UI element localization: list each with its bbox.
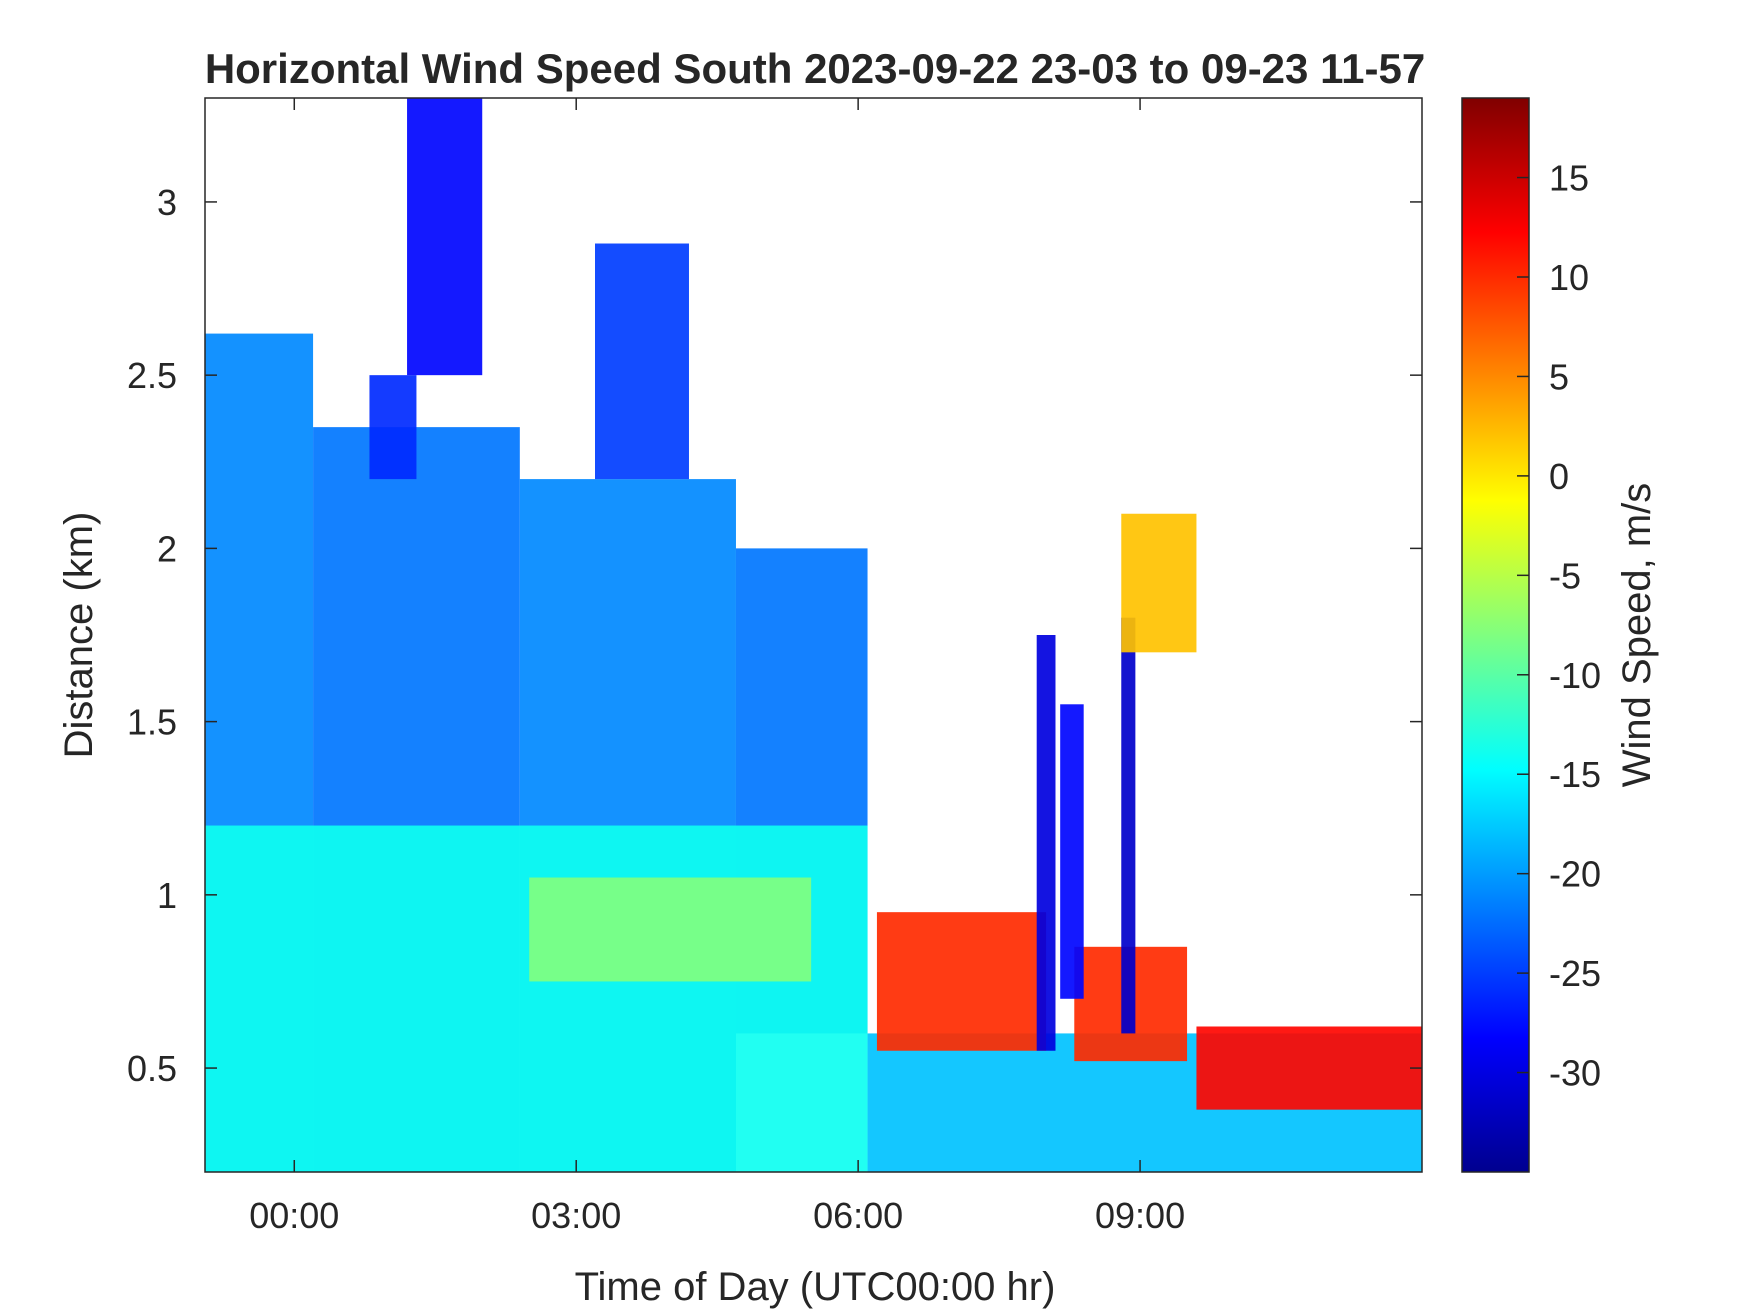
heatmap-region-4 xyxy=(369,375,417,480)
heatmap-cells xyxy=(205,98,1422,1172)
colorbar-tick-label-7: -20 xyxy=(1549,854,1601,895)
colorbar-tick-label-9: -30 xyxy=(1549,1053,1601,1094)
colorbar-tick-label-5: -10 xyxy=(1549,655,1601,696)
x-axis-label: Time of Day (UTC00:00 hr) xyxy=(575,1265,1056,1309)
colorbar-label: Wind Speed, m/s xyxy=(1615,483,1659,788)
heatmap-region-3 xyxy=(595,243,689,480)
y-tick-label-3: 2 xyxy=(157,528,177,569)
heatmap-region-5 xyxy=(407,98,483,376)
x-tick-label-1: 03:00 xyxy=(531,1195,621,1236)
heatmap-region-16 xyxy=(1121,513,1197,653)
heatmap-region-15 xyxy=(1121,617,1136,1034)
colorbar-tick-label-8: -25 xyxy=(1549,953,1601,994)
y-tick-label-4: 2.5 xyxy=(127,355,177,396)
x-tick-label-0: 00:00 xyxy=(249,1195,339,1236)
heatmap-region-14 xyxy=(1060,704,1084,999)
plot-frame xyxy=(204,97,1423,1173)
y-axis-label: Distance (km) xyxy=(57,512,101,759)
heatmap-region-12 xyxy=(1196,1026,1422,1110)
plot-area: 00:00 03:00 06:00 09:00 0.5 1 1.5 2 2.5 3 xyxy=(127,97,1423,1236)
colorbar-tick-label-3: 0 xyxy=(1549,456,1569,497)
chart-title: Horizontal Wind Speed South 2023-09-22 2… xyxy=(205,45,1425,92)
colorbar-tick-label-4: -5 xyxy=(1549,555,1581,596)
heatmap-region-10 xyxy=(876,912,1047,1051)
y-tick-label-0: 0.5 xyxy=(127,1048,177,1089)
colorbar-tick-label-0: 15 xyxy=(1549,158,1589,199)
y-tick-label-5: 3 xyxy=(157,182,177,223)
x-axis-ticks: 00:00 03:00 06:00 09:00 xyxy=(249,98,1185,1236)
heatmap-region-13 xyxy=(1036,635,1056,1051)
colorbar-tick-label-2: 5 xyxy=(1549,356,1569,397)
y-tick-label-2: 1.5 xyxy=(127,702,177,743)
x-tick-label-3: 09:00 xyxy=(1095,1195,1185,1236)
colorbar-tick-label-1: 10 xyxy=(1549,257,1589,298)
colorbar-ticks: 15 10 5 0 -5 -10 -15 -20 -25 -30 xyxy=(1517,158,1601,1094)
colorbar: 15 10 5 0 -5 -10 -15 -20 -25 -30 Wind Speed, m/s xyxy=(1461,97,1659,1173)
heatmap-region-9 xyxy=(529,877,812,982)
y-tick-label-1: 1 xyxy=(157,875,177,916)
x-tick-label-2: 06:00 xyxy=(813,1195,903,1236)
y-axis-ticks: 0.5 1 1.5 2 2.5 3 xyxy=(127,182,1422,1089)
colorbar-tick-label-6: -15 xyxy=(1549,754,1601,795)
colorbar-scale xyxy=(1461,97,1530,1173)
